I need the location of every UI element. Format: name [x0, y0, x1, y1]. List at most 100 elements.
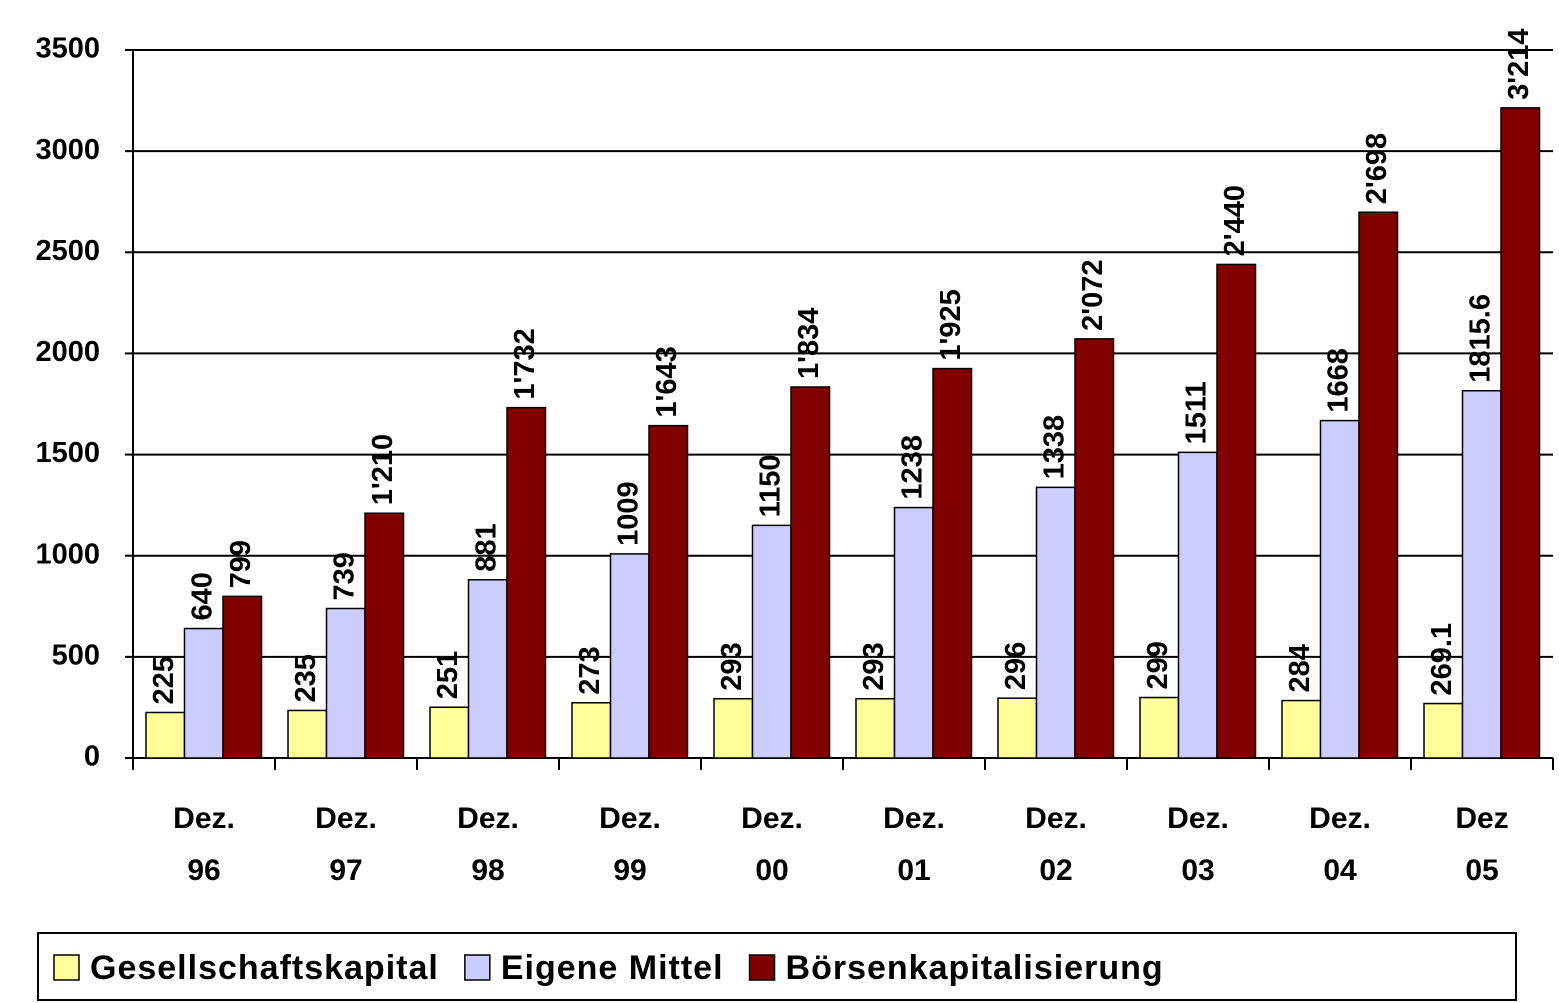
legend-label: Eigene Mittel	[501, 949, 724, 987]
x-tick-label-line: 01	[897, 854, 930, 887]
data-label: 1150	[754, 454, 786, 517]
x-tick-label: Dez 05	[1455, 802, 1508, 887]
y-tick-label: 2500	[35, 235, 100, 267]
bar	[506, 406, 547, 759]
y-tick-label: 3500	[35, 33, 100, 65]
data-label: 739	[328, 552, 360, 600]
data-label: 1511	[1180, 381, 1212, 444]
bar	[1500, 107, 1541, 759]
x-tick-label-line: Dez.	[1025, 802, 1087, 835]
bar	[1319, 419, 1360, 759]
data-label: 1'925	[935, 289, 967, 360]
x-tick-label-line: 02	[1039, 854, 1072, 887]
y-tick-label: 2000	[35, 336, 100, 368]
x-tick-label-line: Dez.	[1309, 802, 1371, 835]
y-tick-label: 0	[84, 741, 100, 773]
x-tick-label-line: Dez.	[315, 802, 377, 835]
data-label: 2'440	[1219, 185, 1251, 256]
x-tick-label: Dez. 01	[883, 802, 945, 887]
bar	[1281, 699, 1322, 759]
data-label: 235	[290, 654, 322, 702]
y-tick-label: 1500	[35, 437, 100, 469]
legend-box	[37, 932, 1517, 1001]
x-tick-label: Dez. 02	[1025, 802, 1087, 887]
bar	[932, 367, 973, 759]
x-tick-label-line: Dez.	[457, 802, 519, 835]
x-tick-label: Dez. 00	[741, 802, 803, 887]
bar	[1216, 263, 1257, 759]
x-tick-label-line: 05	[1465, 854, 1498, 887]
data-label: 1'834	[793, 308, 825, 379]
bar	[1139, 696, 1180, 759]
x-tick-label-line: 98	[471, 854, 504, 887]
data-label: 1238	[896, 435, 928, 500]
bar	[1358, 211, 1399, 759]
data-label: 1009	[612, 481, 644, 546]
data-label: 2'072	[1077, 259, 1109, 330]
x-tick-label-line: Dez.	[741, 802, 803, 835]
x-tick-label-line: 96	[187, 854, 220, 887]
data-label: 881	[470, 523, 502, 571]
legend-label: Gesellschaftskapital	[90, 949, 439, 987]
data-label: 269.1	[1426, 623, 1458, 696]
x-tick-label-line: 97	[329, 854, 362, 887]
bar	[364, 512, 405, 759]
bar	[287, 709, 328, 759]
legend-swatch	[53, 954, 80, 981]
x-tick-label-line: Dez.	[883, 802, 945, 835]
legend-label: Börsenkapitalisierung	[786, 949, 1164, 987]
data-label: 1815.6	[1464, 294, 1496, 383]
bar	[713, 697, 754, 759]
data-label: 1'643	[651, 346, 683, 417]
y-tick-label: 1000	[35, 538, 100, 570]
x-tick-label-line: Dez.	[599, 802, 661, 835]
x-tick-label-line: Dez.	[1167, 802, 1229, 835]
bar	[790, 386, 831, 759]
bar	[222, 595, 263, 759]
bar	[648, 424, 689, 759]
bar	[751, 524, 792, 759]
bar	[1423, 702, 1464, 759]
data-label: 2'698	[1361, 133, 1393, 204]
x-tick-label: Dez. 99	[599, 802, 661, 887]
bar	[1035, 486, 1076, 759]
bar	[325, 607, 366, 759]
legend-swatch	[748, 954, 776, 981]
bar	[145, 711, 186, 759]
bar	[571, 702, 612, 759]
data-label: 799	[225, 540, 257, 588]
x-tick-label: Dez. 96	[173, 802, 235, 887]
y-tick-label: 3000	[35, 134, 100, 166]
x-tick-label: Dez. 97	[315, 802, 377, 887]
data-label: 273	[574, 646, 606, 694]
data-label: 251	[432, 651, 464, 699]
bar	[1074, 338, 1115, 759]
x-tick-label-line: 03	[1181, 854, 1214, 887]
x-tick-label: Dez. 03	[1167, 802, 1229, 887]
data-label: 1'210	[367, 434, 399, 505]
bar	[1461, 389, 1502, 759]
data-label: 640	[186, 572, 218, 620]
x-tick-label-line: 04	[1323, 854, 1357, 887]
bar	[1177, 451, 1218, 759]
data-label: 1668	[1322, 348, 1354, 413]
data-label: 1338	[1038, 415, 1070, 480]
bar	[997, 697, 1038, 759]
y-tick-label: 500	[52, 640, 100, 672]
data-label: 284	[1284, 644, 1316, 692]
x-tick-label-line: Dez	[1455, 802, 1508, 835]
bar	[893, 506, 934, 759]
bar	[429, 706, 470, 759]
data-label: 293	[716, 642, 748, 690]
x-tick-label: Dez. 98	[457, 802, 519, 887]
data-label: 1'732	[509, 328, 541, 399]
data-label: 225	[148, 656, 180, 704]
bar	[855, 697, 896, 759]
bar	[609, 553, 650, 759]
legend-swatch	[464, 954, 491, 981]
data-label: 293	[858, 642, 890, 690]
data-label: 3'214	[1503, 28, 1535, 99]
x-tick-label-line: 99	[613, 854, 646, 887]
x-tick-label: Dez. 04	[1309, 802, 1371, 887]
